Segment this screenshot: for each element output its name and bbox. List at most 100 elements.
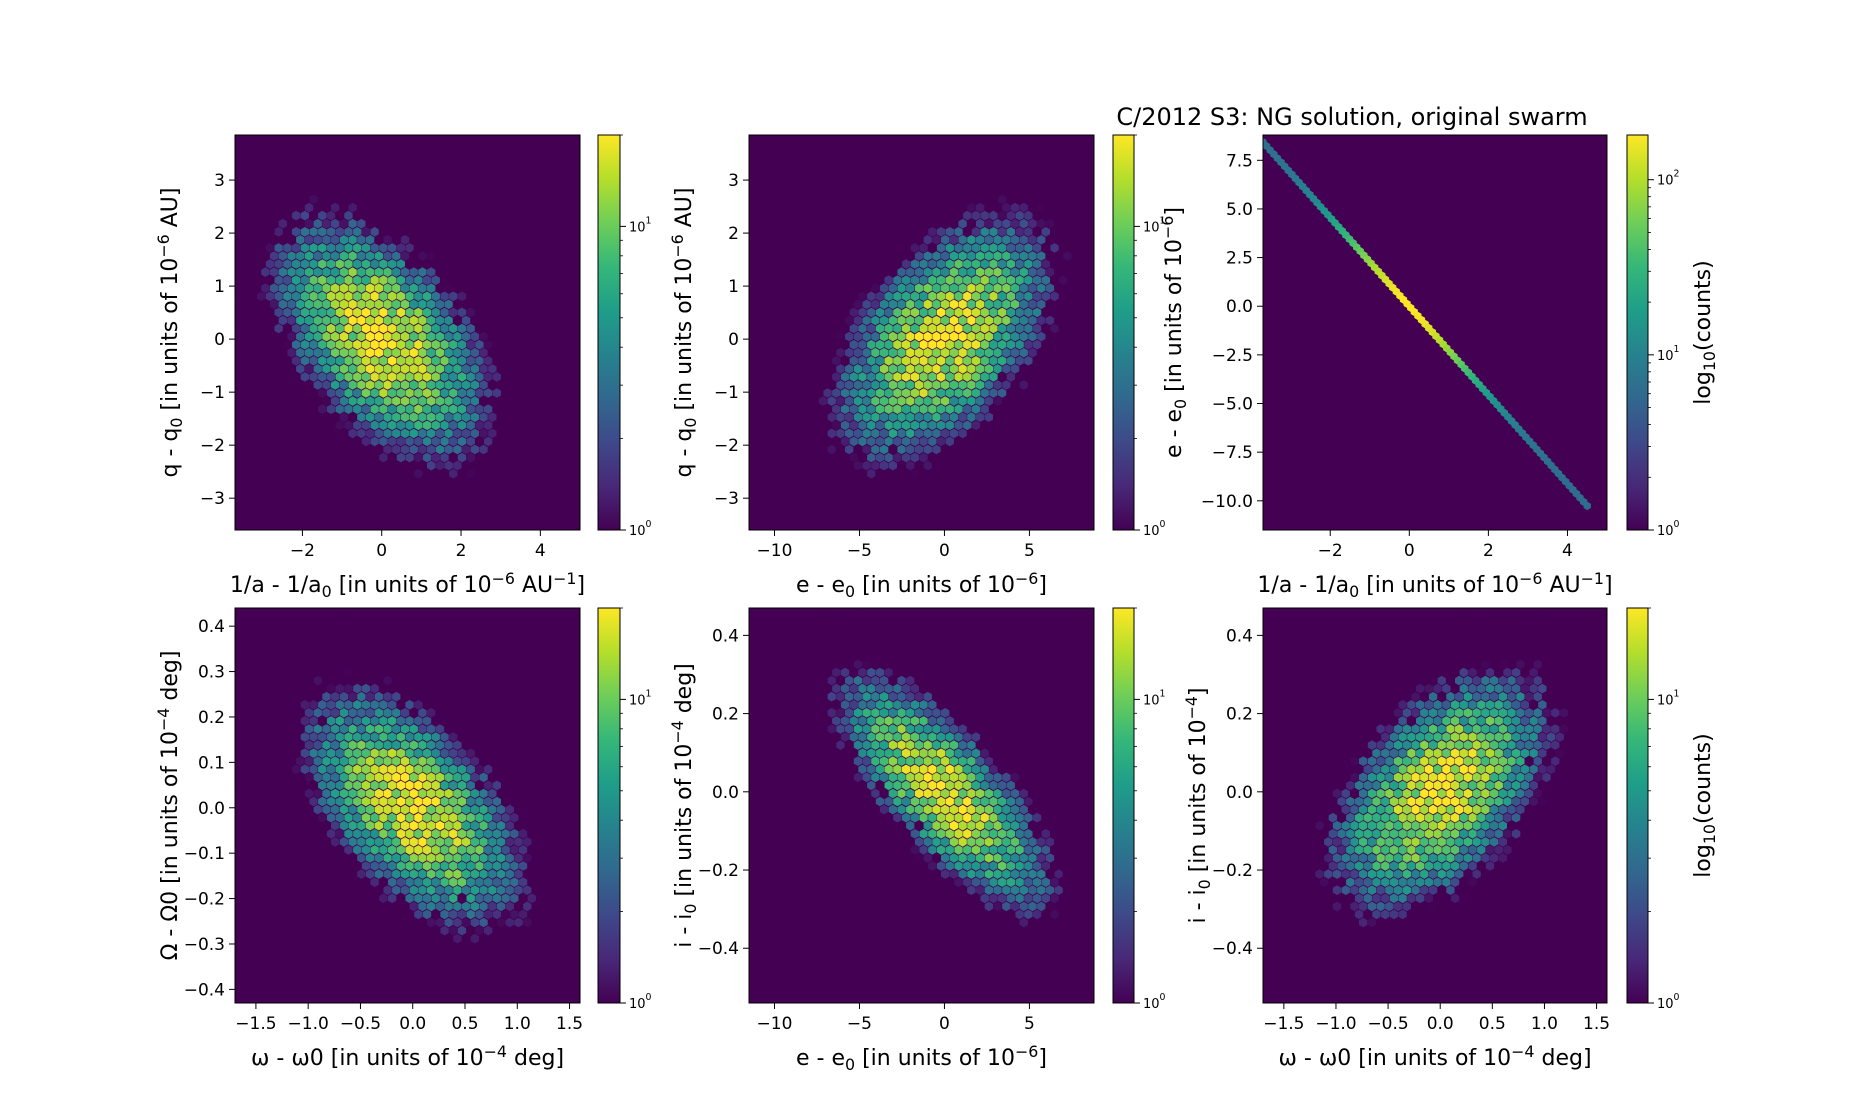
hexbin-cell <box>963 420 972 431</box>
hexbin-cell <box>1599 651 1607 662</box>
hexbin-cell <box>845 364 854 374</box>
hexbin-cell <box>357 251 366 261</box>
hexbin-cell <box>910 877 919 887</box>
hexbin-cell <box>1520 812 1529 823</box>
hexbin-cell <box>910 683 919 694</box>
hexbin-cell <box>1019 380 1028 390</box>
hexbin-cell <box>1037 901 1046 912</box>
hexbin-cell <box>422 485 432 495</box>
hexbin-cell <box>296 170 305 181</box>
hexbin-cell <box>400 950 410 960</box>
hexbin-cell <box>1450 812 1460 823</box>
hexbin-cell <box>1428 740 1438 750</box>
hexbin-cell <box>1010 347 1020 358</box>
hexbin-cell <box>980 829 989 839</box>
hexbin-cell <box>339 428 349 439</box>
hexbin-cell <box>1411 820 1420 831</box>
colorbar-tick-label: 101 <box>1143 215 1166 235</box>
hexbin-cell <box>1533 740 1542 750</box>
hexbin-cell <box>344 275 353 285</box>
hexbin-cell <box>344 243 353 253</box>
hexbin-cell <box>1019 901 1028 912</box>
hexbin-cell <box>1407 748 1416 758</box>
hexbin-cell <box>440 716 449 726</box>
hexbin-cell <box>283 227 292 237</box>
hexbin-cell <box>888 412 897 422</box>
hexbin-cell <box>923 460 932 471</box>
y-tick-label: 0.0 <box>1226 297 1253 317</box>
hexbin-cell <box>849 307 858 318</box>
hexbin-cell <box>998 845 1007 855</box>
hexbin-cell <box>422 716 432 726</box>
hexbin-cell <box>1490 675 1499 686</box>
hexbin-cell <box>357 299 366 310</box>
hexbin-cell <box>283 748 292 758</box>
hexbin-cell <box>422 388 432 398</box>
hexbin-cell <box>370 748 379 758</box>
hexbin-cell <box>322 202 331 213</box>
hexbin-cell <box>1028 917 1037 928</box>
hexbin-cell <box>322 364 331 374</box>
hexbin-cell <box>370 436 379 447</box>
hexbin-cell <box>941 869 950 879</box>
hexbin-cell <box>914 364 924 374</box>
hexbin-cell <box>902 485 911 495</box>
hexbin-cell <box>523 966 532 976</box>
hexbin-cell <box>914 675 924 686</box>
hexbin-cell <box>1446 820 1455 831</box>
hexbin-cell <box>1512 748 1521 758</box>
hexbin-cell <box>396 339 405 350</box>
hexbin-cell <box>984 218 993 229</box>
hexbin-cell <box>514 885 523 895</box>
hexbin-cell <box>309 339 318 350</box>
hexbin-cell <box>1076 829 1085 839</box>
hexbin-cell <box>1442 683 1451 694</box>
hexbin-cell <box>1433 716 1442 726</box>
hexbin-cell <box>1498 820 1507 831</box>
hexbin-cell <box>818 724 828 734</box>
hexbin-cell <box>418 509 427 519</box>
hexbin-cell <box>897 396 906 406</box>
hexbin-cell <box>1010 917 1020 928</box>
hexbin-cell <box>1472 675 1481 686</box>
hexbin-cell <box>897 444 906 455</box>
hexbin-cell <box>331 756 340 766</box>
hexbin-cell <box>501 861 510 871</box>
hexbin-cell <box>1437 804 1446 815</box>
hexbin-cell <box>1468 829 1477 839</box>
hexbin-cell <box>527 420 536 431</box>
hexbin-cell <box>1381 861 1390 871</box>
hexbin-cell <box>1468 861 1477 871</box>
x-tick-label: 4 <box>1562 541 1573 561</box>
hexbin-cell <box>514 869 523 879</box>
hexbin-cell <box>993 869 1002 879</box>
colorbar <box>597 607 621 1004</box>
hexbin-cell <box>936 227 946 237</box>
hexbin-cell <box>1010 869 1020 879</box>
hexbin-cell <box>1437 853 1446 863</box>
hexbin-cell <box>971 764 981 775</box>
hexbin-cell <box>919 259 928 269</box>
hexbin-cell <box>1032 812 1042 823</box>
hexbin-cell <box>836 788 845 799</box>
hexbin-cell <box>1472 869 1481 879</box>
hexbin-cell <box>326 683 336 694</box>
hexbin-cell <box>300 420 309 431</box>
hexbin-cell <box>339 708 349 718</box>
hexbin-cell <box>875 651 885 662</box>
hexbin-cell <box>1315 853 1324 863</box>
hexbin-cell <box>1010 251 1020 261</box>
hexbin-cell <box>1433 764 1442 775</box>
hexbin-cell <box>1085 227 1094 237</box>
hexbin-cell <box>971 683 981 694</box>
hexbin-cell <box>1590 732 1599 742</box>
hexbin-cell <box>884 683 893 694</box>
hexbin-cell <box>440 436 449 447</box>
hexbin-cell <box>945 812 954 823</box>
hexbin-cell <box>923 837 932 847</box>
hexbin-cell <box>309 259 318 269</box>
hexbin-cell <box>984 380 993 390</box>
hexbin-cell <box>536 829 545 839</box>
hexbin-cell <box>1019 885 1028 895</box>
hexbin-cell <box>444 428 453 439</box>
